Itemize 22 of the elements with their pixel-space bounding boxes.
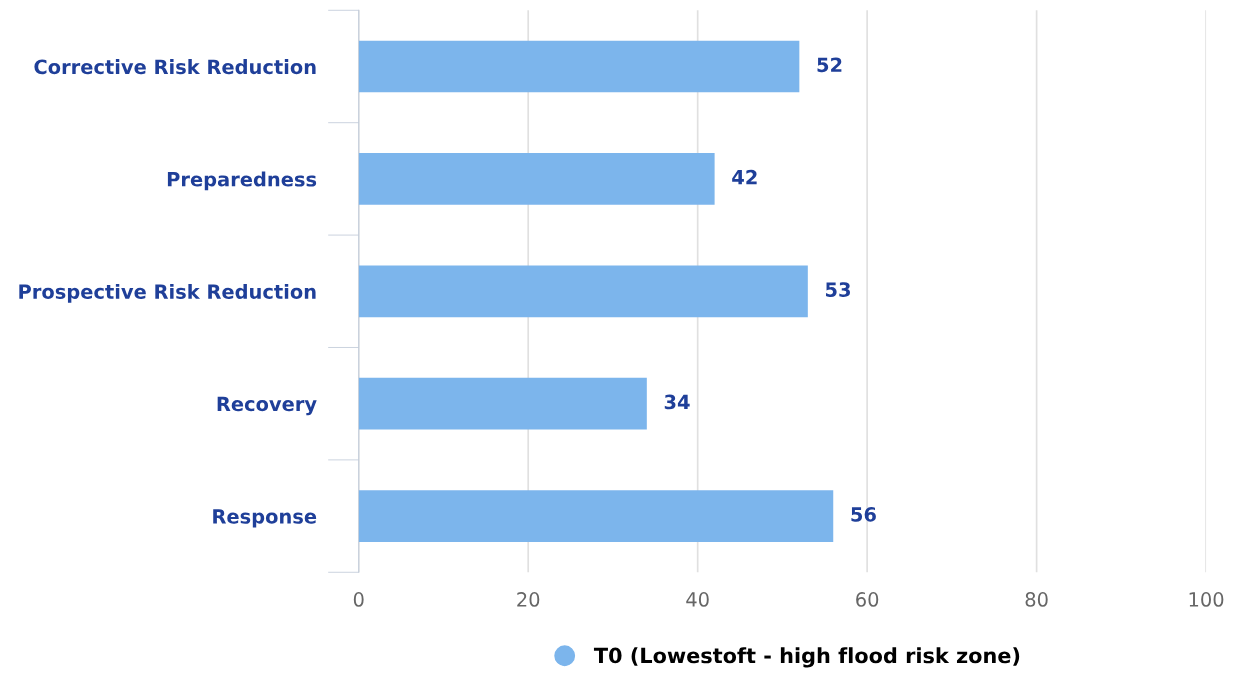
y-tick-label: Recovery: [217, 396, 317, 416]
bar: [358, 490, 834, 542]
data-label: 56: [851, 507, 876, 522]
data-label: 42: [732, 169, 757, 185]
x-tick-label: 60: [856, 592, 879, 607]
x-tick-label: 40: [686, 592, 709, 607]
y-tick-label: Prospective Risk Reduction: [19, 283, 316, 303]
bar: [358, 377, 647, 430]
y-tick-label: Preparedness: [167, 171, 317, 191]
data-label: 52: [817, 57, 842, 73]
x-tick-label: 100: [1189, 592, 1224, 607]
legend-label: T0 (Lowestoft - high flood risk zone): [593, 647, 1020, 668]
x-tick-label: 20: [517, 592, 540, 607]
data-label: 34: [664, 394, 690, 410]
bar: [358, 153, 715, 205]
bar: [358, 40, 800, 93]
x-tick-label: 0: [353, 592, 364, 607]
data-label: 53: [825, 282, 850, 297]
y-tick-label: Corrective Risk Reduction: [34, 59, 316, 75]
bar: [358, 265, 808, 318]
x-tick-label: 80: [1025, 592, 1048, 607]
y-tick-label: Response: [213, 509, 317, 528]
